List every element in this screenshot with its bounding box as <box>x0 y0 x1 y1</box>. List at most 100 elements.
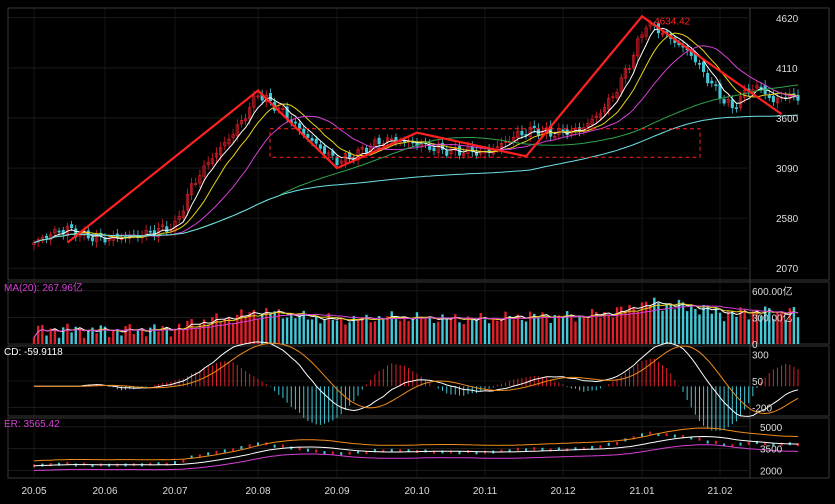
volume-bar <box>772 319 775 344</box>
volume-bar <box>661 310 664 344</box>
volume-bar <box>394 319 398 344</box>
x-tick-label: 20.06 <box>92 486 117 497</box>
candle-body <box>449 148 453 155</box>
volume-bar <box>492 317 495 344</box>
volume-bar <box>565 311 569 344</box>
candle-body <box>231 134 235 139</box>
volume-bar <box>496 320 499 344</box>
volume-bar <box>335 320 339 344</box>
candle-body <box>445 150 449 156</box>
indicator-marker <box>582 447 585 451</box>
candle-body <box>726 99 730 103</box>
volume-panel-label: MA(20): 267.96亿 <box>4 281 83 294</box>
x-tick-label: 20.08 <box>245 486 270 497</box>
candle-body <box>252 95 256 108</box>
indicator-marker <box>714 440 717 444</box>
volume-bar <box>202 319 206 344</box>
candle-body <box>594 115 598 119</box>
indicator-marker <box>673 434 676 438</box>
candle-body <box>177 215 181 220</box>
candle-body <box>194 183 198 185</box>
volume-bar <box>681 302 685 344</box>
volume-bar <box>182 329 185 344</box>
volume-bar <box>437 321 440 344</box>
volume-bar <box>53 328 57 344</box>
candle-body <box>553 135 557 139</box>
candle-body <box>714 84 718 87</box>
volume-bar <box>466 316 470 344</box>
volume-bar <box>252 309 256 344</box>
candle-body <box>775 97 780 104</box>
candle-body <box>360 147 364 150</box>
x-tick-label: 20.10 <box>404 486 429 497</box>
volume-bar <box>306 319 310 344</box>
main-y-tick-label: 3090 <box>776 164 799 175</box>
candle-body <box>53 228 57 234</box>
volume-bar <box>407 321 410 344</box>
volume-bar <box>445 318 448 344</box>
volume-bar <box>528 311 532 344</box>
volume-bar <box>112 330 115 344</box>
candle-body <box>561 129 565 132</box>
candle-body <box>202 165 206 177</box>
candle-body <box>627 67 632 70</box>
candle-body <box>428 143 432 150</box>
indicator-marker <box>698 437 701 441</box>
candle-body <box>57 230 61 233</box>
indicator-marker <box>407 449 410 453</box>
x-tick-label: 20.07 <box>162 486 187 497</box>
volume-bar <box>116 329 119 344</box>
indicator-marker <box>632 436 635 440</box>
volume-bar <box>161 326 164 344</box>
candle-body <box>636 38 640 57</box>
volume-bar <box>369 322 372 344</box>
indicator-marker <box>365 450 368 454</box>
indicator-marker <box>315 449 318 453</box>
volume-bar <box>784 320 787 344</box>
indicator-marker <box>331 451 334 455</box>
indicator-mid-line <box>33 435 799 467</box>
indicator-marker <box>198 454 201 458</box>
candle-body <box>440 142 445 150</box>
candle-body <box>256 95 260 98</box>
volume-bar <box>340 318 343 344</box>
volume-bar <box>215 313 218 344</box>
candle-body <box>640 34 644 38</box>
indicator-marker <box>772 443 775 447</box>
volume-bar <box>281 318 285 344</box>
volume-bar <box>344 324 347 344</box>
volume-bar <box>49 328 52 344</box>
volume-bar <box>352 315 356 344</box>
volume-bar <box>590 308 594 344</box>
indicator-marker <box>441 450 444 454</box>
candle-body <box>103 237 107 243</box>
volume-bar <box>198 323 202 344</box>
volume-bar <box>190 318 193 344</box>
candle-body <box>206 161 210 166</box>
candle-body <box>181 210 185 218</box>
candle-body <box>432 147 436 152</box>
indicator-marker <box>390 448 393 452</box>
x-tick-label: 20.09 <box>324 486 349 497</box>
volume-bar <box>632 307 635 344</box>
candle-body <box>710 80 714 84</box>
volume-bar <box>227 316 231 344</box>
candle-body <box>219 147 223 156</box>
volume-bar <box>82 337 86 344</box>
volume-bar <box>574 321 577 344</box>
volume-bar <box>356 318 360 344</box>
indicator-marker <box>190 455 193 459</box>
macd-y-tick-label: 50 <box>752 377 764 388</box>
candle-body <box>70 224 74 229</box>
indicator-marker <box>399 449 402 453</box>
volume-bar <box>545 317 548 344</box>
volume-bar <box>87 330 90 344</box>
volume-bar <box>331 319 335 344</box>
indicator-marker <box>83 462 86 466</box>
peak-label: 4634.42 <box>654 16 691 27</box>
indicator-marker <box>549 448 552 452</box>
ma10-line <box>33 32 799 244</box>
volume-bar <box>45 335 48 344</box>
volume-bar <box>277 309 280 344</box>
volume-bar <box>132 334 136 344</box>
